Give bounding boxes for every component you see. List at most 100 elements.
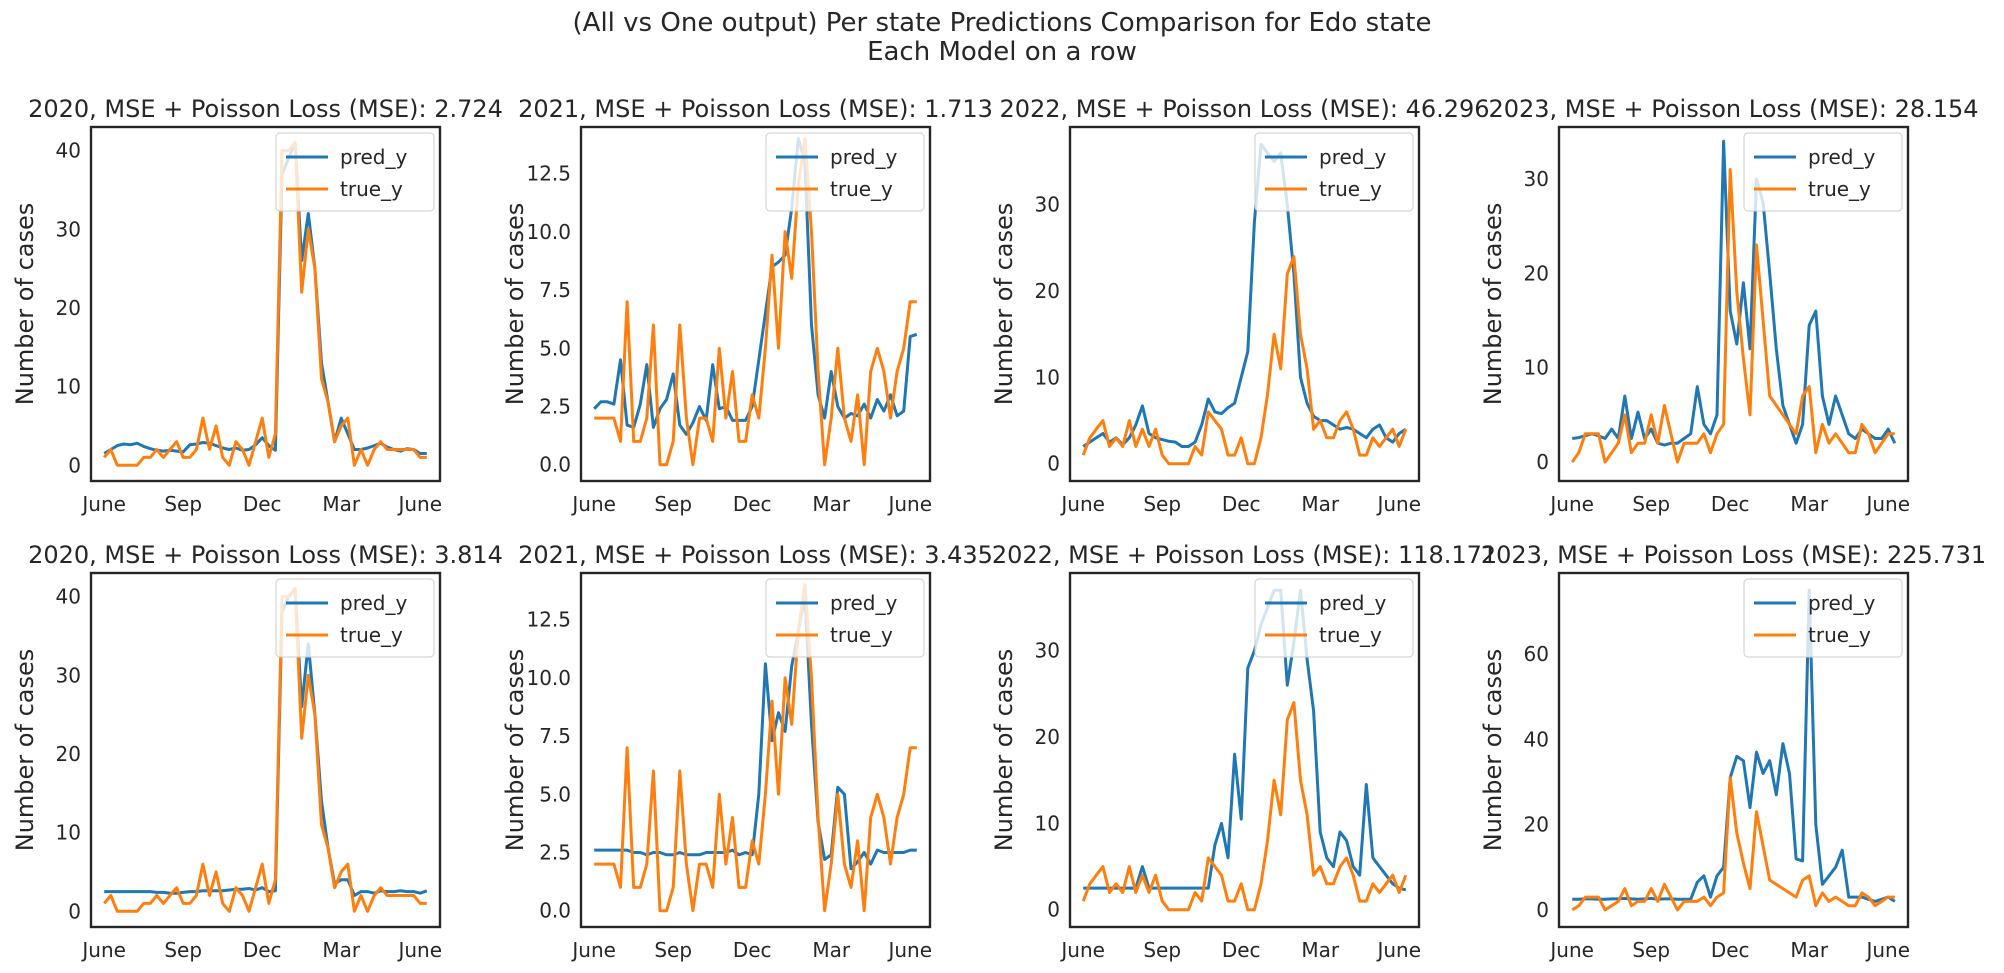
subplot-3: 2022, MSE + Poisson Loss (MSE): 46.296 Nu… xyxy=(990,95,1490,516)
axes-frame xyxy=(89,571,442,929)
legend-label: pred_y xyxy=(1808,145,1875,169)
x-tick-label: Sep xyxy=(654,492,692,516)
axes-frame xyxy=(1068,571,1421,929)
legend-label: pred_y xyxy=(1319,145,1386,169)
legend-box xyxy=(1254,578,1414,658)
y-tick-label: 30 xyxy=(56,663,81,687)
x-tick-label: June xyxy=(1864,492,1910,516)
y-tick-label: 30 xyxy=(1035,193,1060,217)
legend-box xyxy=(1743,578,1903,658)
y-tick-label: 20 xyxy=(1035,279,1060,303)
x-tick-label: Sep xyxy=(164,492,202,516)
series-layer xyxy=(593,137,918,467)
legend-label: pred_y xyxy=(1808,591,1875,615)
x-tick-label: June xyxy=(1375,492,1421,516)
y-tick-label: 10 xyxy=(56,821,81,845)
y-tick-label: 10 xyxy=(1035,811,1060,835)
axes-frame xyxy=(579,125,932,483)
subplot-2: 2021, MSE + Poisson Loss (MSE): 1.713 Num… xyxy=(501,95,993,516)
axes-frame xyxy=(1557,571,1910,929)
x-tick-label: June xyxy=(1548,492,1594,516)
x-tick-label: Sep xyxy=(1632,938,1670,962)
y-tick-label: 30 xyxy=(1035,639,1060,663)
y-axis-label: Number of cases xyxy=(990,649,1018,851)
series-layer xyxy=(1081,142,1408,466)
y-tick-label: 0.0 xyxy=(539,453,571,477)
legend-label: true_y xyxy=(1319,177,1382,201)
y-tick-label: 40 xyxy=(56,585,81,609)
legend-box xyxy=(765,132,925,212)
y-tick-label: 30 xyxy=(1524,167,1549,191)
y-tick-label: 20 xyxy=(56,296,81,320)
y-tick-label: 60 xyxy=(1524,642,1549,666)
x-tick-label: June xyxy=(1059,492,1105,516)
x-tick-label: June xyxy=(570,492,616,516)
subplot-title: 2020, MSE + Poisson Loss (MSE): 3.814 xyxy=(28,541,503,569)
y-axis-label: Number of cases xyxy=(501,203,529,405)
series-line-true-y xyxy=(103,141,427,467)
legend: pred_y true_y xyxy=(1743,132,1903,212)
legend-label: true_y xyxy=(1808,623,1871,647)
x-tick-label: Mar xyxy=(1790,938,1829,962)
y-tick-label: 40 xyxy=(56,139,81,163)
y-tick-label: 40 xyxy=(1524,727,1549,751)
legend: pred_y true_y xyxy=(275,578,435,658)
y-tick-label: 2.5 xyxy=(539,394,571,418)
legend-label: true_y xyxy=(1808,177,1871,201)
y-tick-label: 0 xyxy=(1047,898,1060,922)
subplot-6: 2021, MSE + Poisson Loss (MSE): 3.435 Num… xyxy=(501,541,993,962)
series-line-true-y xyxy=(1081,255,1408,466)
legend: pred_y true_y xyxy=(1254,132,1414,212)
x-tick-label: June xyxy=(570,938,616,962)
subplot-grid: 2020, MSE + Poisson Loss (MSE): 2.724 Num… xyxy=(11,95,1986,962)
subplot-4: 2023, MSE + Poisson Loss (MSE): 28.154 Nu… xyxy=(1479,95,1979,516)
x-tick-label: Dec xyxy=(243,492,282,516)
y-tick-label: 12.5 xyxy=(526,162,571,186)
subplot-title: 2021, MSE + Poisson Loss (MSE): 3.435 xyxy=(518,541,993,569)
x-tick-label: Sep xyxy=(1143,492,1181,516)
series-line-pred-y xyxy=(1572,588,1896,903)
y-tick-label: 30 xyxy=(56,217,81,241)
legend-label: true_y xyxy=(340,623,403,647)
x-tick-label: Sep xyxy=(1143,938,1181,962)
series-layer xyxy=(103,587,428,913)
series-line-true-y xyxy=(594,137,917,467)
x-tick-label: Mar xyxy=(1301,938,1340,962)
x-tick-label: June xyxy=(1548,938,1594,962)
x-tick-label: June xyxy=(1375,938,1421,962)
legend-box xyxy=(275,578,435,658)
y-axis-label: Number of cases xyxy=(1479,203,1507,405)
y-tick-label: 10.0 xyxy=(526,666,571,690)
y-axis-label: Number of cases xyxy=(1479,649,1507,851)
y-tick-label: 2.5 xyxy=(539,840,571,864)
figure-suptitle-line2: Each Model on a row xyxy=(867,37,1137,67)
subplot-title: 2023, MSE + Poisson Loss (MSE): 225.731 xyxy=(1481,541,1986,569)
x-tick-label: Dec xyxy=(243,938,282,962)
x-tick-label: June xyxy=(80,938,126,962)
series-layer xyxy=(1570,139,1897,464)
subplot-title: 2022, MSE + Poisson Loss (MSE): 46.296 xyxy=(999,95,1489,123)
legend-box xyxy=(765,578,925,658)
legend-label: true_y xyxy=(340,177,403,201)
legend-label: pred_y xyxy=(1319,591,1386,615)
axes-frame xyxy=(89,125,442,483)
y-axis-label: Number of cases xyxy=(990,203,1018,405)
x-tick-label: Mar xyxy=(812,492,851,516)
x-tick-label: Dec xyxy=(733,492,772,516)
y-tick-label: 20 xyxy=(1524,261,1549,285)
y-tick-label: 5.0 xyxy=(539,782,571,806)
legend: pred_y true_y xyxy=(765,578,925,658)
legend-label: true_y xyxy=(830,177,893,201)
y-axis-label: Number of cases xyxy=(11,649,39,851)
axes-frame xyxy=(1557,125,1910,483)
series-layer xyxy=(1571,588,1896,912)
subplot-1: 2020, MSE + Poisson Loss (MSE): 2.724 Num… xyxy=(11,95,503,516)
y-tick-label: 0 xyxy=(1536,450,1549,474)
subplot-8: 2023, MSE + Poisson Loss (MSE): 225.731 N… xyxy=(1479,541,1986,962)
y-tick-label: 5.0 xyxy=(539,336,571,360)
y-tick-label: 20 xyxy=(1035,725,1060,749)
x-tick-label: Dec xyxy=(1222,938,1261,962)
y-tick-label: 0 xyxy=(68,453,81,477)
legend-label: pred_y xyxy=(340,591,407,615)
